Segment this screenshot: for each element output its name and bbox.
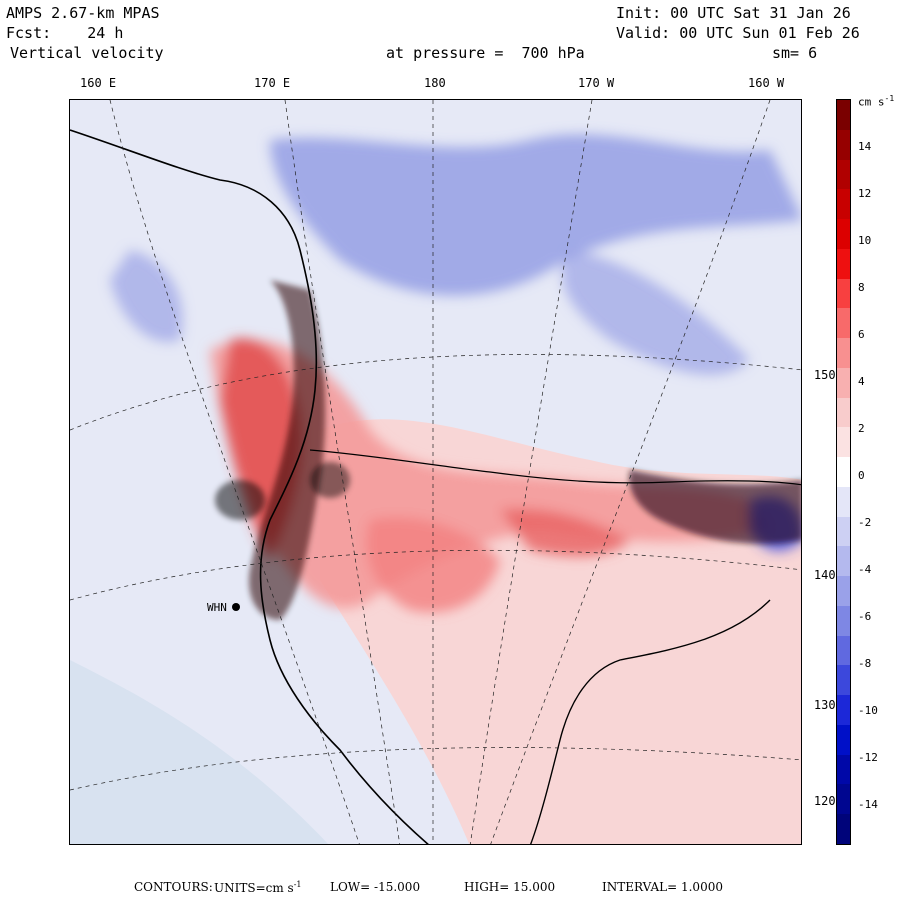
lon-label-160w: 160 W (748, 76, 785, 90)
siple-coast-line (529, 599, 771, 844)
colorbar-tick-label: 2 (858, 422, 865, 435)
colorbar-segment (837, 159, 850, 190)
model-title: AMPS 2.67-km MPAS (6, 4, 160, 22)
footer-contours: CONTOURS: (134, 880, 213, 894)
dense-contour-regions (215, 280, 801, 620)
colorbar-segment (837, 308, 850, 339)
colorbar-segment (837, 248, 850, 280)
ice-shelf-front (309, 449, 801, 486)
lower-left-shading (70, 660, 329, 844)
footer-low: LOW= -15.000 (330, 880, 421, 894)
colorbar-segment (837, 724, 850, 756)
colorbar-tick-label: 4 (858, 375, 865, 388)
colorbar-tick-label: 8 (858, 281, 865, 294)
init-time: Init: 00 UTC Sat 31 Jan 26 (616, 4, 851, 22)
map-panel[interactable]: WHN (69, 99, 802, 845)
station-label-whn: WHN (207, 601, 227, 614)
colorbar-tick-label: 10 (858, 234, 872, 247)
meridian-170w (469, 100, 593, 844)
colorbar-segment (837, 814, 850, 845)
meridian-160w (490, 100, 771, 844)
station-marker (232, 603, 240, 611)
colorbar-segment (837, 516, 850, 547)
colorbar-segment (837, 605, 850, 637)
colorbar-segment (837, 100, 850, 131)
forecast-hour: Fcst: 24 h (6, 24, 124, 42)
footer-units: UNITS=cm s-1 (214, 880, 302, 895)
colorbar-segment (837, 457, 850, 488)
transantarctic-mountains-band (249, 280, 326, 620)
smoothing: sm= 6 (772, 44, 818, 62)
steep-gradient-center (310, 462, 350, 498)
footer-high: HIGH= 15.000 (464, 880, 556, 894)
vertical-velocity-map: WHN (70, 100, 801, 844)
colorbar-tick-label: -14 (858, 798, 878, 811)
lon-label-170e: 170 E (254, 76, 291, 90)
colorbar-tick-label: 14 (858, 140, 872, 153)
field-name: Vertical velocity (10, 44, 164, 62)
colorbar-tick-label: 6 (858, 328, 865, 341)
colorbar-segment (837, 189, 850, 220)
colorbar-tick-label: -2 (858, 516, 872, 529)
meridian-160e (109, 100, 360, 844)
lon-label-170w: 170 W (578, 76, 615, 90)
colorbar-tick-label: -4 (858, 563, 872, 576)
colorbar-segment (837, 219, 850, 250)
valid-time: Valid: 00 UTC Sun 01 Feb 26 (616, 24, 860, 42)
colorbar-segment (837, 695, 850, 726)
colorbar-tick-label: -8 (858, 657, 872, 670)
steep-gradient-west (215, 480, 265, 520)
colorbar-segment (837, 129, 850, 160)
colorbar-tick-label: -10 (858, 704, 878, 717)
colorbar (836, 99, 851, 845)
colorbar-segment (837, 278, 850, 309)
marie-byrd-land-band (629, 470, 801, 544)
colorbar-segment (837, 367, 850, 399)
updraft-zone-central (210, 339, 770, 609)
updraft-zone-east (500, 509, 630, 557)
downdraft-zone-west (110, 250, 183, 342)
colorbar-segment (837, 486, 850, 518)
footer-interval: INTERVAL= 1.0000 (602, 880, 723, 894)
colorbar-units: cm s-1 (858, 94, 895, 109)
meridian-170e (284, 100, 401, 844)
parallel-inner (70, 747, 801, 791)
colorbar-segment (837, 338, 850, 369)
parallel-mid (70, 549, 801, 601)
colorbar-segment (837, 754, 850, 785)
lon-label-180: 180 (424, 76, 446, 90)
colorbar-segment (837, 427, 850, 458)
colorbar-segment (837, 576, 850, 607)
colorbar-tick-label: -6 (858, 610, 872, 623)
colorbar-tick-label: 0 (858, 469, 865, 482)
colorbar-segment (837, 546, 850, 577)
downdraft-zone-north (270, 134, 801, 296)
colorbar-tick-label: -12 (858, 751, 878, 764)
parallel-outer (70, 354, 801, 431)
colorbar-segment (837, 665, 850, 696)
colorbar-segment (837, 784, 850, 815)
downdraft-zone-northeast (562, 250, 750, 375)
graticule (70, 100, 801, 844)
coastline (70, 129, 429, 844)
pressure-level: at pressure = 700 hPa (386, 44, 585, 62)
lon-label-160e: 160 E (80, 76, 117, 90)
colorbar-segment (837, 397, 850, 428)
colorbar-segment (837, 635, 850, 666)
colorbar-tick-label: 12 (858, 187, 872, 200)
